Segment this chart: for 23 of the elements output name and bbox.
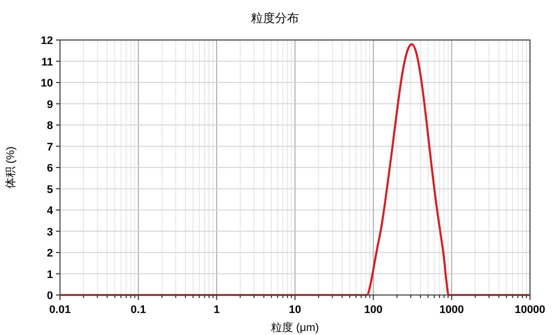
y-tick-label: 12 [40, 35, 53, 47]
x-tick-label: 0.1 [130, 304, 146, 316]
x-tick-label: 10 [288, 304, 302, 316]
y-tick-label: 8 [46, 120, 53, 132]
y-tick-label: 3 [46, 226, 53, 238]
y-tick-label: 1 [46, 268, 53, 281]
x-tick-label: 10000 [514, 304, 546, 316]
x-tick-label: 1000 [439, 304, 464, 316]
x-tick-label: 100 [364, 304, 383, 316]
chart-title: 粒度分布 [251, 11, 299, 25]
y-tick-label: 2 [46, 248, 53, 260]
y-axis-title: 体积 (%) [5, 146, 17, 189]
x-tick-label: 1 [214, 304, 220, 316]
y-tick-label: 11 [41, 56, 53, 68]
x-tick-label: 0.01 [49, 304, 71, 316]
x-axis-title: 粒度 (μm) [271, 321, 319, 334]
y-tick-label: 4 [46, 205, 54, 217]
y-tick-label: 5 [46, 184, 53, 196]
y-tick-label: 7 [46, 141, 53, 154]
y-tick-label: 9 [46, 98, 53, 111]
y-tick-label: 6 [46, 162, 53, 174]
y-tick-label: 10 [40, 78, 53, 90]
y-tick-label: 0 [46, 290, 53, 302]
